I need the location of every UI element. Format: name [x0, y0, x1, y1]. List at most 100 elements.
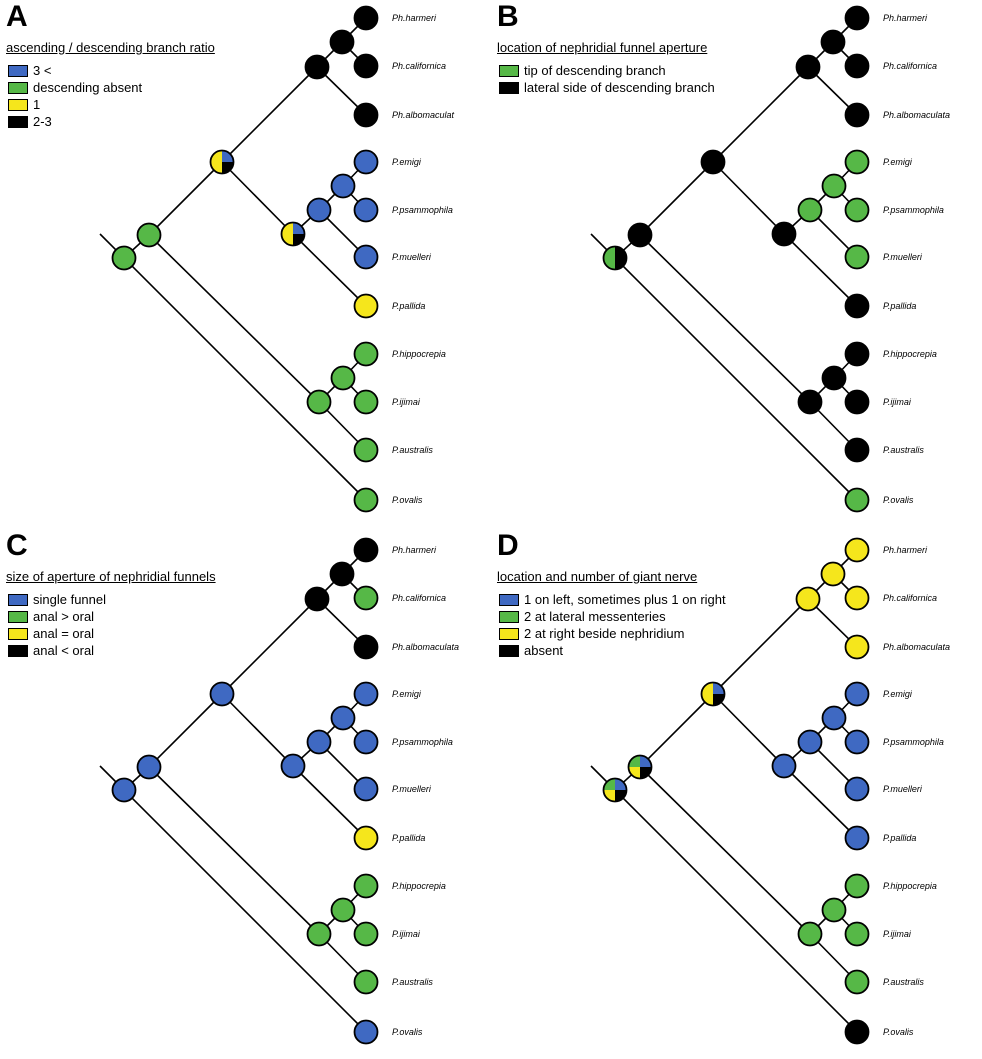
panel-title: ascending / descending branch ratio — [6, 40, 215, 55]
tip-node — [844, 969, 870, 995]
pie-slice — [628, 767, 640, 779]
node-fill — [353, 487, 379, 513]
phylogeny-tree: Ph.harmeri Ph.californica Ph.albomaculat P.… — [99, 5, 455, 513]
internal-node — [821, 705, 847, 731]
internal-node — [602, 777, 628, 803]
taxon-label: Ph.albomaculata — [392, 642, 459, 652]
internal-node — [700, 149, 726, 175]
pie-slice — [603, 790, 615, 802]
legend-label: 1 — [33, 97, 41, 112]
internal-node — [330, 705, 356, 731]
internal-node — [820, 561, 846, 587]
branch — [221, 161, 294, 235]
pie-slice — [615, 246, 627, 270]
internal-node — [700, 681, 726, 707]
branch — [614, 789, 858, 1033]
node-fill — [844, 437, 870, 463]
tip-node — [353, 729, 379, 755]
pie-slice — [293, 234, 305, 246]
taxon-label: P.pallida — [392, 301, 425, 311]
branch — [712, 66, 809, 163]
branch — [639, 693, 714, 768]
node-fill — [771, 221, 797, 247]
node-fill — [821, 173, 847, 199]
node-fill — [795, 586, 821, 612]
node-fill — [700, 149, 726, 175]
legend-label: 2-3 — [33, 114, 52, 129]
legend-label: anal > oral — [33, 609, 95, 624]
pie-slice — [713, 682, 725, 694]
tip-node — [844, 244, 870, 270]
legend-label: 1 on left, sometimes plus 1 on right — [524, 592, 726, 607]
legend-item: descending absent — [8, 79, 142, 96]
node-fill — [771, 753, 797, 779]
internal-node — [330, 897, 356, 923]
node-fill — [330, 705, 356, 731]
branch — [221, 693, 294, 767]
branch — [148, 766, 320, 935]
node-fill — [306, 389, 332, 415]
legend-label: 2 at lateral messenteries — [524, 609, 666, 624]
node-fill — [304, 54, 330, 80]
legend-item: 2 at lateral messenteries — [499, 608, 726, 625]
tip-node — [353, 825, 379, 851]
node-fill — [844, 825, 870, 851]
node-outline — [209, 149, 235, 175]
panel-title: size of aperture of nephridial funnels — [6, 569, 216, 584]
legend-label: anal = oral — [33, 626, 95, 641]
tip-node — [353, 437, 379, 463]
tip-node — [353, 873, 379, 899]
node-fill — [353, 537, 379, 563]
node-fill — [353, 681, 379, 707]
tip-node — [844, 921, 870, 947]
taxon-label: P.ovalis — [883, 495, 914, 505]
internal-node — [821, 173, 847, 199]
tip-node — [353, 149, 379, 175]
phylogeny-tree: Ph.harmeri Ph.californica Ph.albomaculata P… — [590, 537, 950, 1045]
taxon-label: P.ijimai — [392, 397, 421, 407]
taxon-label: Ph.californica — [883, 593, 937, 603]
legend-item: anal < oral — [8, 642, 106, 659]
internal-node — [306, 921, 332, 947]
pie-slice — [281, 222, 293, 234]
pie-slice — [640, 767, 652, 779]
panel-c: C size of aperture of nephridial funnels… — [0, 529, 491, 1058]
node-fill — [844, 776, 870, 802]
legend-swatch — [499, 64, 519, 77]
tip-node — [844, 681, 870, 707]
node-fill — [353, 873, 379, 899]
taxon-label: P.emigi — [392, 689, 422, 699]
branch — [292, 233, 367, 307]
node-fill — [304, 586, 330, 612]
node-fill — [353, 1019, 379, 1045]
branch — [148, 234, 320, 403]
node-fill — [844, 389, 870, 415]
node-fill — [353, 293, 379, 319]
taxon-label: Ph.albomaculata — [883, 110, 950, 120]
node-fill — [844, 341, 870, 367]
branch — [123, 789, 367, 1033]
node-fill — [797, 729, 823, 755]
internal-node — [771, 221, 797, 247]
pie-slice — [222, 150, 234, 162]
pie-slice — [628, 755, 640, 767]
branch — [712, 161, 785, 235]
branch — [292, 765, 367, 839]
node-fill — [330, 173, 356, 199]
tip-node — [844, 873, 870, 899]
node-fill — [820, 561, 846, 587]
tip-node — [353, 681, 379, 707]
node-fill — [353, 389, 379, 415]
legend-label: 3 < — [33, 63, 52, 78]
legend-swatch — [8, 64, 28, 77]
internal-node — [820, 29, 846, 55]
taxon-label: P.ovalis — [392, 1027, 423, 1037]
internal-node — [306, 389, 332, 415]
panel-label: C — [6, 529, 28, 562]
taxon-label: P.hippocrepia — [883, 349, 937, 359]
panel-title: location of nephridial funnel aperture — [497, 40, 708, 55]
tip-node — [353, 102, 379, 128]
pie-slice — [281, 234, 293, 246]
node-fill — [844, 149, 870, 175]
legend-swatch — [8, 115, 28, 128]
